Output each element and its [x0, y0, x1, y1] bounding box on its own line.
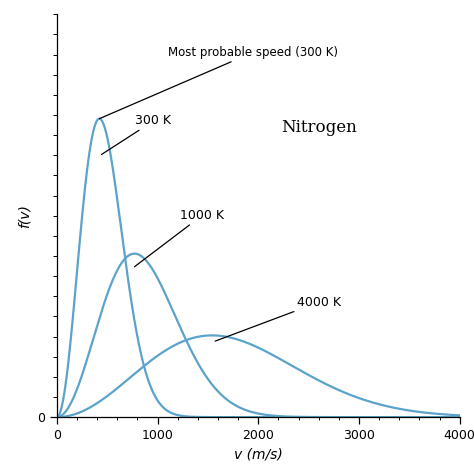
- Text: Most probable speed (300 K): Most probable speed (300 K): [100, 46, 337, 118]
- Text: 4000 K: 4000 K: [215, 296, 341, 341]
- Text: 300 K: 300 K: [101, 115, 172, 155]
- X-axis label: v (m/s): v (m/s): [234, 447, 283, 462]
- Y-axis label: f(v): f(v): [18, 204, 31, 228]
- Text: 1000 K: 1000 K: [135, 209, 224, 267]
- Text: Nitrogen: Nitrogen: [281, 118, 356, 136]
